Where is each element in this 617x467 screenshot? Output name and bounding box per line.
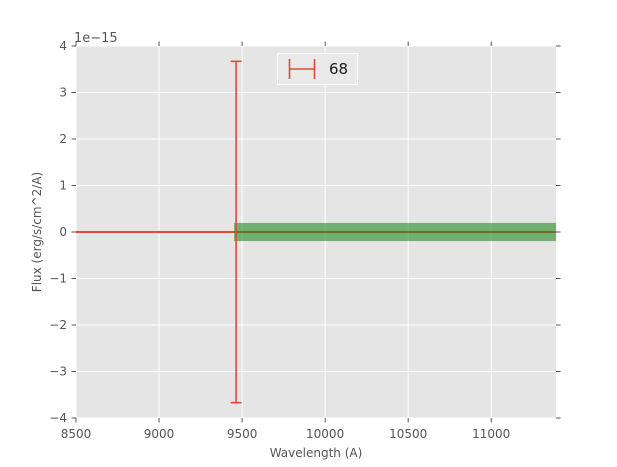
uncertainty-band <box>234 222 556 242</box>
svg-text:8500: 8500 <box>61 427 92 441</box>
svg-text:1: 1 <box>59 179 67 193</box>
y-axis-offset-label: 1e−15 <box>74 31 118 46</box>
svg-text:9000: 9000 <box>144 427 175 441</box>
x-axis-title: Wavelength (A) <box>269 446 363 460</box>
svg-text:2: 2 <box>59 132 67 146</box>
svg-text:−4: −4 <box>49 411 67 425</box>
flux-errorbar <box>230 60 242 404</box>
x-tick-labels: 8500 9000 9500 10000 10500 11000 <box>61 427 511 441</box>
legend-label: 68 <box>329 60 349 78</box>
svg-text:0: 0 <box>59 225 67 239</box>
y-tick-labels: −4 −3 −2 −1 0 1 2 3 4 <box>49 39 67 425</box>
svg-text:−1: −1 <box>49 272 67 286</box>
svg-text:10000: 10000 <box>306 427 344 441</box>
svg-text:9500: 9500 <box>227 427 258 441</box>
legend: 68 <box>277 53 358 85</box>
svg-text:4: 4 <box>59 39 67 53</box>
y-axis-title: Flux (erg/s/cm^2/A) <box>30 171 44 293</box>
tick-marks <box>71 41 561 423</box>
svg-text:−3: −3 <box>49 365 67 379</box>
errorbar-legend-marker <box>288 59 316 79</box>
svg-text:11000: 11000 <box>472 427 510 441</box>
svg-text:−2: −2 <box>49 318 67 332</box>
svg-text:10500: 10500 <box>389 427 427 441</box>
svg-text:3: 3 <box>59 86 67 100</box>
